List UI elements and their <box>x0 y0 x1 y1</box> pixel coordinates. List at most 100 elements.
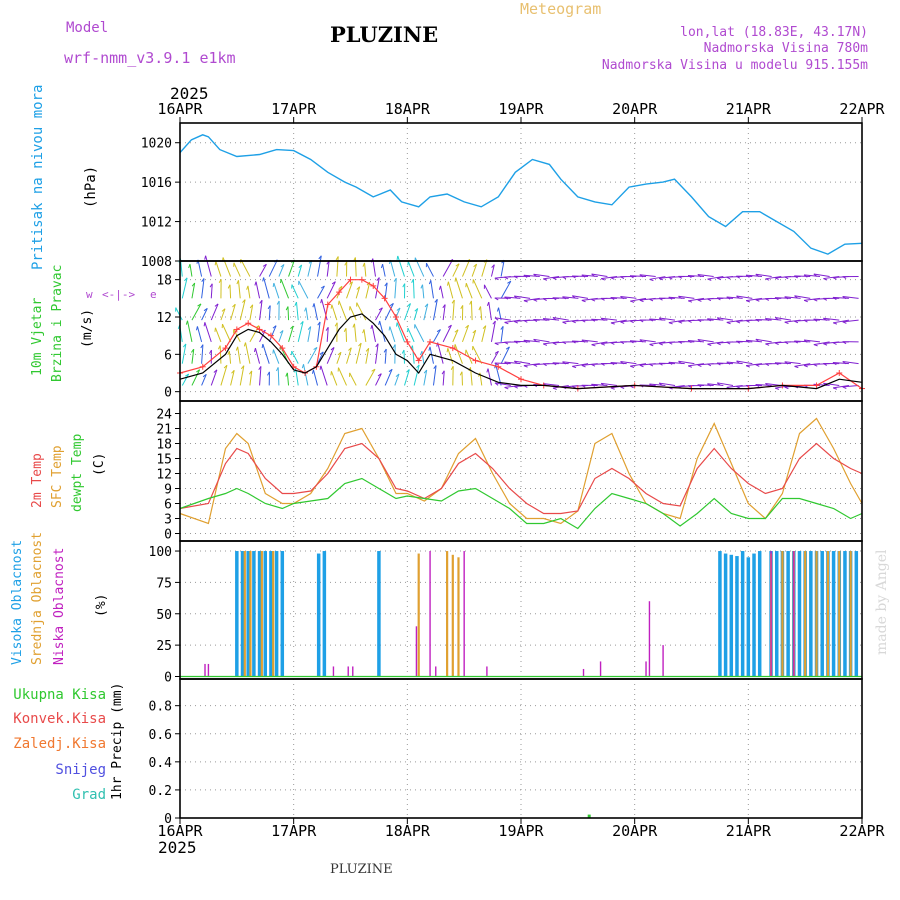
wind-arrow <box>452 299 455 321</box>
wind-arrow-head <box>803 299 808 303</box>
wind-arrow-head <box>202 373 207 378</box>
wind-arrow <box>697 384 714 386</box>
wind-arrow-head <box>745 274 750 278</box>
cloud-bar <box>826 551 829 677</box>
wind-arrow <box>298 280 309 299</box>
wind-arrow <box>277 367 280 386</box>
wind-arrow <box>591 341 608 346</box>
wind-arrow-head <box>221 308 226 312</box>
wind-arrow-head <box>649 298 654 302</box>
x-tick-label-bottom: 20APR <box>612 822 658 840</box>
wind-arrow <box>717 382 734 386</box>
wind-arrow-head <box>370 324 373 330</box>
model-name: wrf-nmm_v3.9.1 e1km <box>64 49 236 67</box>
wind-arrow <box>620 361 637 365</box>
wind-arrow-head <box>649 278 654 282</box>
wind-arrow <box>688 274 705 278</box>
wind-arrow <box>268 305 271 321</box>
wind-arrow <box>794 363 811 367</box>
cloud-bar <box>446 551 449 677</box>
x-tick-label-bottom: 18APR <box>385 822 431 840</box>
wind-arrow-head <box>794 320 799 324</box>
wind-arrow-head <box>765 278 770 281</box>
wind-arrow-head <box>523 339 528 343</box>
wind-arrow <box>620 295 637 299</box>
wind-arrow <box>197 259 203 277</box>
wind-arrow-head <box>571 320 576 324</box>
y-tick-label: 0 <box>164 812 172 827</box>
wind-arrow-head <box>209 283 213 288</box>
wind-arrow-head <box>362 329 365 334</box>
wind-arrow-head <box>500 326 504 330</box>
wind-arrow-head <box>639 299 644 303</box>
wind-arrow <box>494 362 511 365</box>
wind-arrow-head <box>658 317 663 321</box>
wind-arrow <box>263 277 270 299</box>
wind-arrow-head <box>707 343 712 346</box>
wind-arrow <box>384 349 387 364</box>
precip-legend-item: Grad <box>72 787 106 803</box>
wind-arrow <box>842 361 859 365</box>
wind-arrow-head <box>668 341 673 345</box>
wind-arrow-head <box>823 297 828 301</box>
wind-arrow <box>755 383 772 386</box>
cloud-bar <box>752 553 756 677</box>
wind-arrow-head <box>504 276 509 280</box>
wind-arrow <box>437 342 444 364</box>
x-tick-label-top: 17APR <box>271 100 317 118</box>
compass-w: w <box>86 288 93 301</box>
wind-arrow <box>414 324 425 343</box>
wind-arrow <box>488 302 492 321</box>
wind-arrow <box>278 330 284 343</box>
wind-arrow-head <box>331 281 336 285</box>
wind-arrow <box>297 321 304 343</box>
cloud-bar <box>417 553 420 677</box>
wind-arrow <box>500 326 504 342</box>
wind-arrow-head <box>658 277 664 281</box>
wind-arrow <box>222 323 232 343</box>
wind-arrow <box>755 338 772 343</box>
x-tick-label-bottom: 21APR <box>726 822 772 840</box>
wind-arrow-head <box>472 329 477 334</box>
wind-arrow-head <box>356 286 361 290</box>
wind-arrow-head <box>774 277 779 280</box>
wind-arrow-head <box>320 285 325 289</box>
wind-arrow <box>581 274 598 278</box>
wind-arrow-head <box>813 363 818 367</box>
wind-arrow-head <box>842 276 847 279</box>
wind-arrow <box>288 259 295 277</box>
cloud-bar <box>235 551 239 677</box>
wind-arrow-head <box>214 261 217 266</box>
wind-arrow <box>765 276 782 280</box>
cloud-bar <box>316 553 321 677</box>
x-tick-label-top: 18APR <box>385 100 431 118</box>
cloud-bar <box>775 551 779 677</box>
wind-arrow <box>726 296 743 299</box>
wind-arrow-head <box>420 284 423 289</box>
cloud-bar <box>849 551 852 677</box>
wind-arrow <box>384 282 388 299</box>
wind-arrow-head <box>246 285 249 290</box>
wind-arrow-head <box>352 323 355 328</box>
wind-arrow <box>649 276 666 280</box>
wind-arrow <box>394 278 397 299</box>
wind-arrow <box>305 307 309 321</box>
wind-arrow-head <box>745 319 750 323</box>
wind-arrow <box>823 382 840 386</box>
wind-arrow <box>745 274 763 278</box>
wind-arrow-head <box>276 300 280 305</box>
wind-arrow-head <box>213 369 218 373</box>
wind-arrow <box>591 273 608 278</box>
wind-arrow-head <box>755 338 760 343</box>
cloud-bar <box>735 556 739 677</box>
wind-arrow <box>630 297 647 302</box>
y-tick-label: 0 <box>164 386 172 401</box>
wind-arrow-head <box>376 277 380 281</box>
wind-arrow-head <box>232 303 236 308</box>
wind-arrow-head <box>496 307 500 312</box>
wind-arrow <box>404 303 411 321</box>
wind-arrow-head <box>736 275 741 279</box>
wind-arrow-head <box>504 296 509 300</box>
wind-arrow <box>210 303 219 321</box>
wind-arrow-head <box>249 304 254 309</box>
